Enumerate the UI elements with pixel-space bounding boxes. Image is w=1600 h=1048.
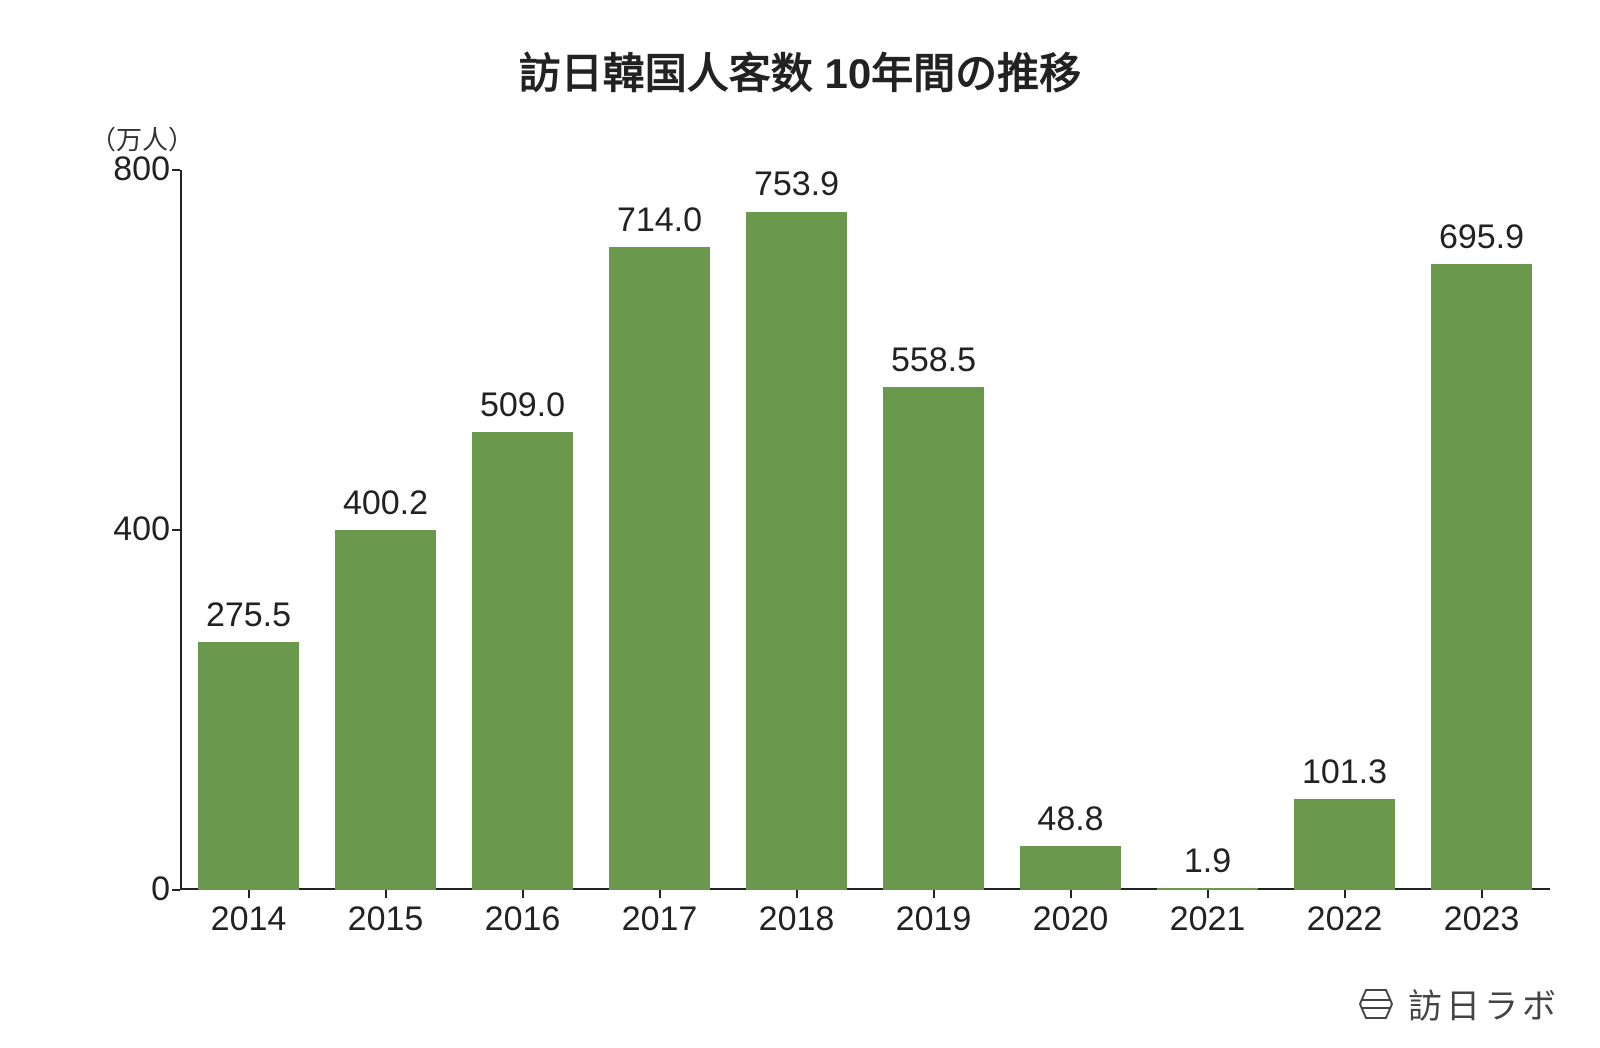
x-tick-mark	[659, 890, 661, 898]
bar	[1020, 846, 1121, 890]
x-tick-label: 2016	[454, 900, 591, 939]
bar	[746, 212, 847, 891]
y-tick-mark	[172, 529, 180, 531]
x-tick-mark	[522, 890, 524, 898]
source-logo-icon	[1356, 984, 1396, 1024]
bar-value-label: 509.0	[444, 386, 601, 425]
x-tick-mark	[933, 890, 935, 898]
y-tick-mark	[172, 169, 180, 171]
bar-value-label: 400.2	[307, 484, 464, 523]
bar-value-label: 48.8	[992, 800, 1149, 839]
x-tick-mark	[385, 890, 387, 898]
y-tick-mark	[172, 889, 180, 891]
bar-chart: 訪日韓国人客数 10年間の推移 （万人） 訪日ラボ 0400800275.520…	[0, 0, 1600, 1048]
source-attribution: 訪日ラボ	[1356, 979, 1560, 1028]
x-tick-label: 2023	[1413, 900, 1550, 939]
x-tick-label: 2018	[728, 900, 865, 939]
x-tick-mark	[248, 890, 250, 898]
bar-value-label: 1.9	[1129, 842, 1286, 881]
y-axis-line	[180, 170, 182, 890]
bar	[198, 642, 299, 890]
x-tick-label: 2021	[1139, 900, 1276, 939]
chart-title: 訪日韓国人客数 10年間の推移	[0, 40, 1600, 101]
x-tick-label: 2015	[317, 900, 454, 939]
bar	[883, 387, 984, 890]
y-tick-label: 800	[70, 150, 170, 189]
x-tick-mark	[1481, 890, 1483, 898]
x-tick-label: 2020	[1002, 900, 1139, 939]
y-tick-label: 400	[70, 510, 170, 549]
bar	[335, 530, 436, 890]
x-tick-mark	[796, 890, 798, 898]
bar-value-label: 695.9	[1403, 218, 1560, 257]
x-tick-label: 2017	[591, 900, 728, 939]
source-label: 訪日ラボ	[1408, 979, 1560, 1028]
x-tick-mark	[1344, 890, 1346, 898]
bar-value-label: 275.5	[170, 596, 327, 635]
x-tick-label: 2019	[865, 900, 1002, 939]
bar	[609, 247, 710, 890]
bar	[1431, 264, 1532, 890]
x-tick-label: 2014	[180, 900, 317, 939]
bar	[472, 432, 573, 890]
x-tick-mark	[1070, 890, 1072, 898]
bar-value-label: 753.9	[718, 165, 875, 204]
x-tick-mark	[1207, 890, 1209, 898]
y-tick-label: 0	[70, 870, 170, 909]
bar-value-label: 714.0	[581, 201, 738, 240]
bar-value-label: 101.3	[1266, 753, 1423, 792]
bar-value-label: 558.5	[855, 341, 1012, 380]
bar	[1294, 799, 1395, 890]
x-tick-label: 2022	[1276, 900, 1413, 939]
